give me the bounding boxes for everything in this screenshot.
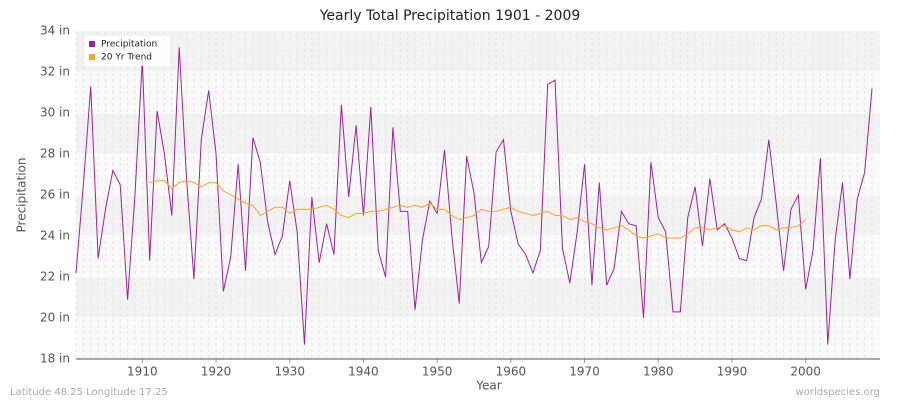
- y-tick-label: 18 in: [40, 352, 70, 366]
- x-tick-label: 1950: [422, 365, 453, 379]
- x-tick-label: 1930: [274, 365, 305, 379]
- series-line: [149, 180, 806, 239]
- band: [76, 236, 880, 277]
- legend-label: Precipitation: [101, 40, 157, 50]
- band: [76, 277, 880, 318]
- legend-label: 20 Yr Trend: [101, 53, 152, 63]
- x-tick-label: 1990: [717, 365, 748, 379]
- band: [76, 72, 880, 113]
- y-tick-label: 28 in: [40, 147, 70, 161]
- x-tick-label: 2000: [790, 365, 821, 379]
- y-tick-label: 24 in: [40, 229, 70, 243]
- y-tick-label: 22 in: [40, 270, 70, 284]
- band: [76, 113, 880, 154]
- y-tick-label: 20 in: [40, 311, 70, 325]
- x-axis-label: Year: [475, 379, 501, 393]
- x-tick-label: 1940: [348, 365, 379, 379]
- footer-right: worldspecies.org: [796, 387, 880, 398]
- series-line: [75, 47, 873, 345]
- footer-left: Latitude 48.25 Longitude 17.25: [10, 387, 168, 398]
- legend-box: [84, 36, 170, 66]
- x-tick-label: 1920: [201, 365, 232, 379]
- legend: Precipitation 20 Yr Trend: [84, 36, 170, 66]
- x-tick-label: 1910: [127, 365, 158, 379]
- x-tick-label: 1980: [643, 365, 674, 379]
- band: [76, 318, 880, 359]
- y-axis-label: Precipitation: [15, 157, 29, 232]
- y-tick-label: 32 in: [40, 65, 70, 79]
- legend-swatch: [89, 54, 95, 60]
- y-tick-label: 34 in: [40, 24, 70, 38]
- y-tick-label: 30 in: [40, 106, 70, 120]
- band: [76, 31, 880, 72]
- band: [76, 154, 880, 195]
- plot-background: [75, 31, 880, 359]
- x-tick-label: 1960: [496, 365, 527, 379]
- chart-title: Yearly Total Precipitation 1901 - 2009: [319, 8, 581, 24]
- x-tick-label: 1970: [569, 365, 600, 379]
- legend-swatch: [89, 41, 95, 47]
- y-tick-label: 26 in: [40, 188, 70, 202]
